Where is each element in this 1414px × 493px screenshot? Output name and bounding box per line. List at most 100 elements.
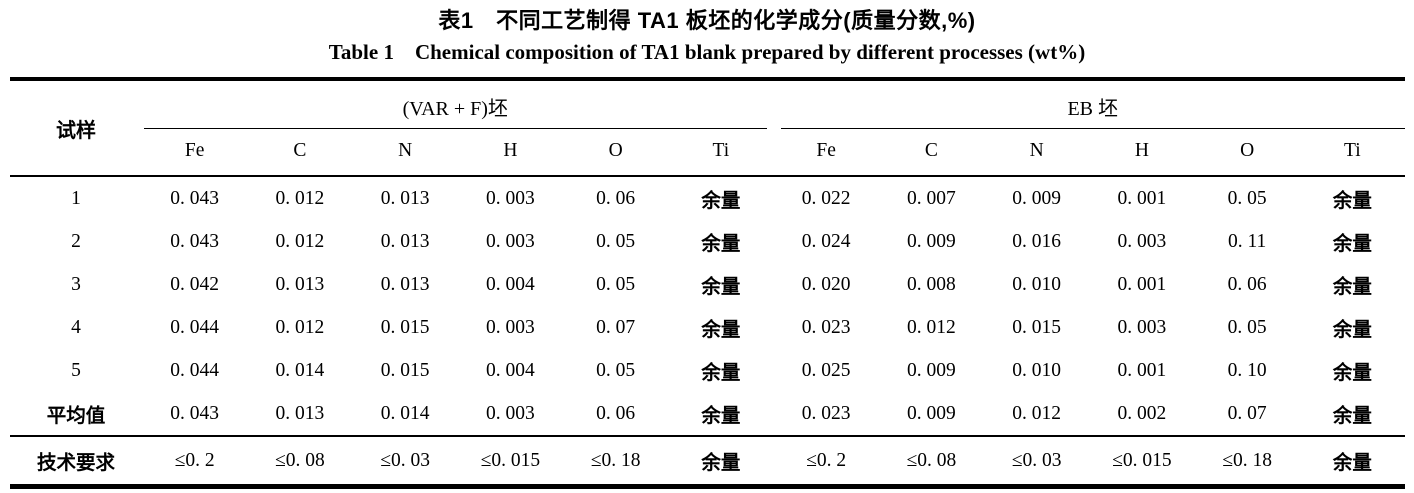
value-cell: 0. 003 — [486, 230, 535, 252]
value-cell: 0. 06 — [596, 187, 636, 209]
value-cell: 0. 008 — [907, 273, 956, 295]
table-title-en: Table 1 Chemical composition of TA1 blan… — [328, 40, 1086, 64]
value-cell: 0. 003 — [486, 316, 535, 338]
col-header-eb-c: C — [878, 129, 984, 177]
value-cell: 余量 — [701, 233, 741, 255]
value-cell: 0. 016 — [1012, 230, 1061, 252]
sample-column-header: 试样 — [10, 79, 142, 177]
value-cell: 0. 015 — [380, 316, 430, 338]
value-cell: 0. 05 — [596, 273, 636, 295]
row-label: 3 — [71, 273, 81, 295]
row-label: 2 — [71, 230, 81, 252]
col-header-varf-ti: Ti — [668, 129, 774, 177]
value-cell: 0. 043 — [170, 402, 219, 424]
value-cell: 0. 023 — [801, 402, 851, 424]
value-cell: 0. 001 — [1117, 273, 1167, 295]
value-cell: 0. 042 — [170, 273, 219, 295]
value-cell: 0. 001 — [1117, 187, 1167, 209]
value-cell: ≤0. 18 — [1194, 435, 1300, 487]
table-row: 技术要求 ≤0. 2 ≤0. 08 ≤0. 03 ≤0. 015 ≤0. 18 余量 ≤0. … — [10, 435, 1405, 487]
value-cell: 0. 015 — [380, 359, 430, 381]
group-label-var-f: (VAR + F)坯 — [144, 81, 767, 129]
value-cell: 0. 06 — [1227, 273, 1267, 295]
value-cell: ≤0. 2 — [142, 435, 248, 487]
value-cell: ≤0. 015 — [1089, 435, 1195, 487]
group-label-eb: EB 坯 — [780, 81, 1405, 129]
group-header-row: 试样 (VAR + F)坯 EB 坯 — [10, 79, 1405, 177]
value-cell: 余量 — [668, 435, 774, 487]
value-cell: 0. 044 — [170, 359, 219, 381]
value-cell: 0. 05 — [596, 359, 636, 381]
value-cell: 余量 — [701, 362, 741, 384]
value-cell: 0. 013 — [380, 187, 430, 209]
value-cell: 0. 07 — [1227, 402, 1267, 424]
table-row: 2 0. 043 0. 012 0. 013 0. 003 0. 05 余量 0. 024 0.… — [10, 220, 1405, 263]
value-cell: ≤0. 08 — [247, 435, 353, 487]
value-cell: 0. 010 — [1012, 273, 1061, 295]
col-header-varf-fe: Fe — [142, 129, 248, 177]
table-row: 3 0. 042 0. 013 0. 013 0. 004 0. 05 余量 0. 020 0.… — [10, 263, 1405, 306]
element-header-row: Fe C N H O Ti Fe C N H O Ti — [10, 129, 1405, 177]
value-cell: 0. 009 — [907, 230, 956, 252]
row-label: 技术要求 — [10, 435, 142, 487]
value-cell: 0. 007 — [907, 187, 956, 209]
value-cell: ≤0. 08 — [878, 435, 984, 487]
value-cell: 余量 — [1332, 362, 1372, 384]
value-cell: 0. 05 — [596, 230, 636, 252]
value-cell: 余量 — [701, 276, 741, 298]
value-cell: 0. 043 — [170, 187, 219, 209]
col-header-eb-fe: Fe — [773, 129, 879, 177]
value-cell: ≤0. 2 — [773, 435, 879, 487]
row-label: 平均值 — [46, 405, 106, 427]
value-cell: 余量 — [1332, 276, 1372, 298]
value-cell: 0. 004 — [486, 273, 535, 295]
value-cell: 0. 10 — [1227, 359, 1267, 381]
row-label: 4 — [71, 316, 81, 338]
row-label: 1 — [71, 187, 81, 209]
value-cell: 余量 — [1332, 233, 1372, 255]
value-cell: 0. 003 — [486, 402, 535, 424]
table-container: 试样 (VAR + F)坯 EB 坯 Fe C N H O Ti Fe — [10, 77, 1405, 489]
value-cell: 0. 024 — [801, 230, 851, 252]
value-cell: 0. 010 — [1012, 359, 1061, 381]
value-cell: 0. 009 — [1012, 187, 1061, 209]
group-header-eb: EB 坯 — [774, 79, 1405, 129]
value-cell: 0. 044 — [170, 316, 219, 338]
col-header-eb-o: O — [1194, 129, 1300, 177]
value-cell: 0. 012 — [1012, 402, 1061, 424]
group-header-var-f: (VAR + F)坯 — [142, 79, 774, 129]
value-cell: 余量 — [701, 190, 741, 212]
col-header-varf-c: C — [247, 129, 353, 177]
value-cell: 0. 003 — [1117, 316, 1167, 338]
value-cell: 0. 002 — [1117, 402, 1167, 424]
value-cell: 0. 004 — [486, 359, 535, 381]
value-cell: 0. 003 — [486, 187, 535, 209]
value-cell: 0. 009 — [907, 402, 956, 424]
value-cell: 0. 013 — [380, 273, 430, 295]
value-cell: ≤0. 015 — [457, 435, 563, 487]
col-header-eb-h: H — [1089, 129, 1195, 177]
table-body: 1 0. 043 0. 012 0. 013 0. 003 0. 06 余量 0. 022 0.… — [10, 176, 1405, 487]
value-cell: 余量 — [1332, 190, 1372, 212]
value-cell: 0. 012 — [907, 316, 956, 338]
value-cell: 0. 014 — [380, 402, 430, 424]
value-cell: 0. 013 — [275, 273, 325, 295]
value-cell: 0. 020 — [801, 273, 851, 295]
col-header-varf-o: O — [563, 129, 669, 177]
value-cell: 0. 05 — [1227, 316, 1267, 338]
composition-table: 试样 (VAR + F)坯 EB 坯 Fe C N H O Ti Fe — [10, 77, 1405, 489]
value-cell: 0. 013 — [380, 230, 430, 252]
table-row: 5 0. 044 0. 014 0. 015 0. 004 0. 05 余量 0. 025 0.… — [10, 349, 1405, 392]
value-cell: 0. 014 — [275, 359, 325, 381]
value-cell: 0. 013 — [275, 402, 325, 424]
value-cell: 0. 043 — [170, 230, 219, 252]
value-cell: 0. 009 — [907, 359, 956, 381]
value-cell: 余量 — [1299, 435, 1405, 487]
table-row: 4 0. 044 0. 012 0. 015 0. 003 0. 07 余量 0. 023 0.… — [10, 306, 1405, 349]
value-cell: 0. 11 — [1227, 230, 1267, 252]
value-cell: 0. 06 — [596, 402, 636, 424]
col-header-eb-ti: Ti — [1299, 129, 1405, 177]
value-cell: 0. 023 — [801, 316, 851, 338]
value-cell: ≤0. 03 — [352, 435, 458, 487]
